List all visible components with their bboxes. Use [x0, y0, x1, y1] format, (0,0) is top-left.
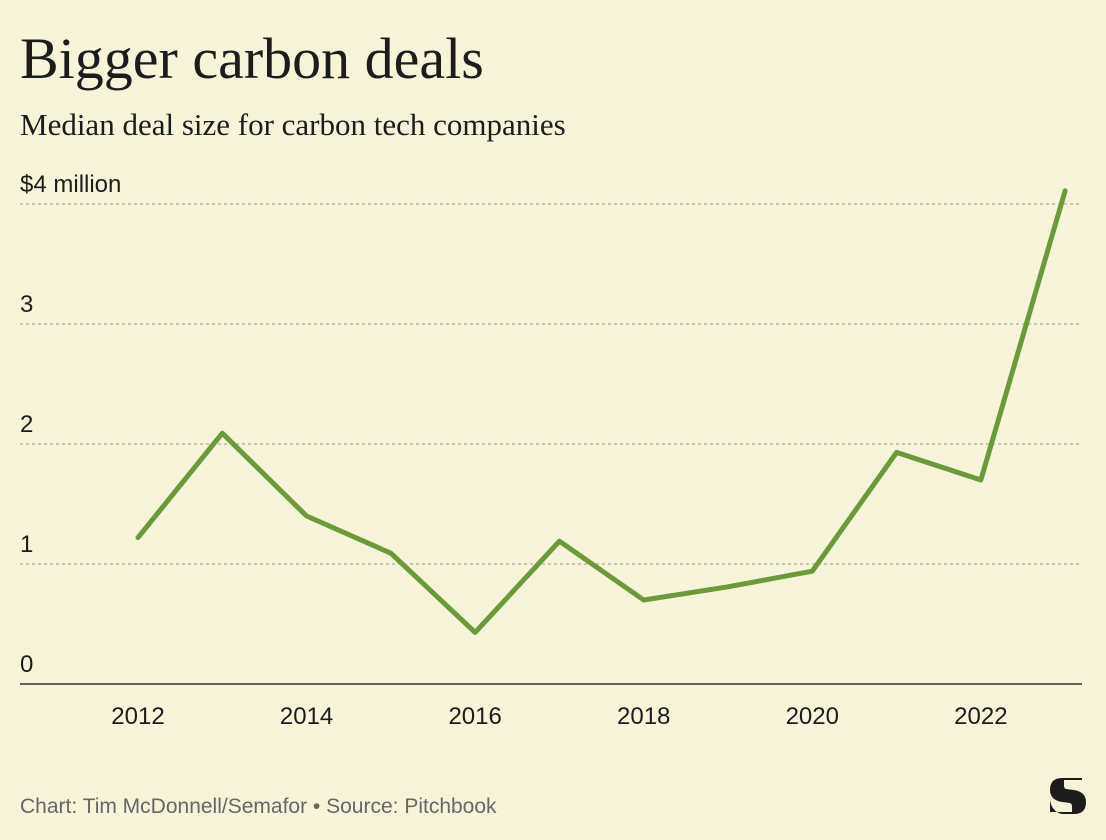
- y-tick-label: 0: [20, 651, 33, 678]
- data-line: [135, 188, 1068, 635]
- x-tick-label: 2022: [954, 703, 1007, 730]
- x-tick-label: 2018: [617, 703, 670, 730]
- y-tick-label: 1: [20, 531, 33, 558]
- logo: [1050, 778, 1086, 814]
- x-tick-label: 2014: [280, 703, 333, 730]
- x-tick-label: 2012: [111, 703, 164, 730]
- y-tick-label: 3: [20, 291, 33, 318]
- chart-title: Bigger carbon deals: [20, 26, 484, 91]
- x-tick-label: 2016: [448, 703, 501, 730]
- logo-mark: [1050, 778, 1086, 814]
- y-tick-label: 2: [20, 411, 33, 438]
- source-note: Chart: Tim McDonnell/Semafor • Source: P…: [20, 795, 497, 818]
- x-tick-label: 2020: [786, 703, 839, 730]
- chart-subtitle: Median deal size for carbon tech compani…: [20, 107, 566, 142]
- y-tick-label: $4 million: [20, 171, 121, 198]
